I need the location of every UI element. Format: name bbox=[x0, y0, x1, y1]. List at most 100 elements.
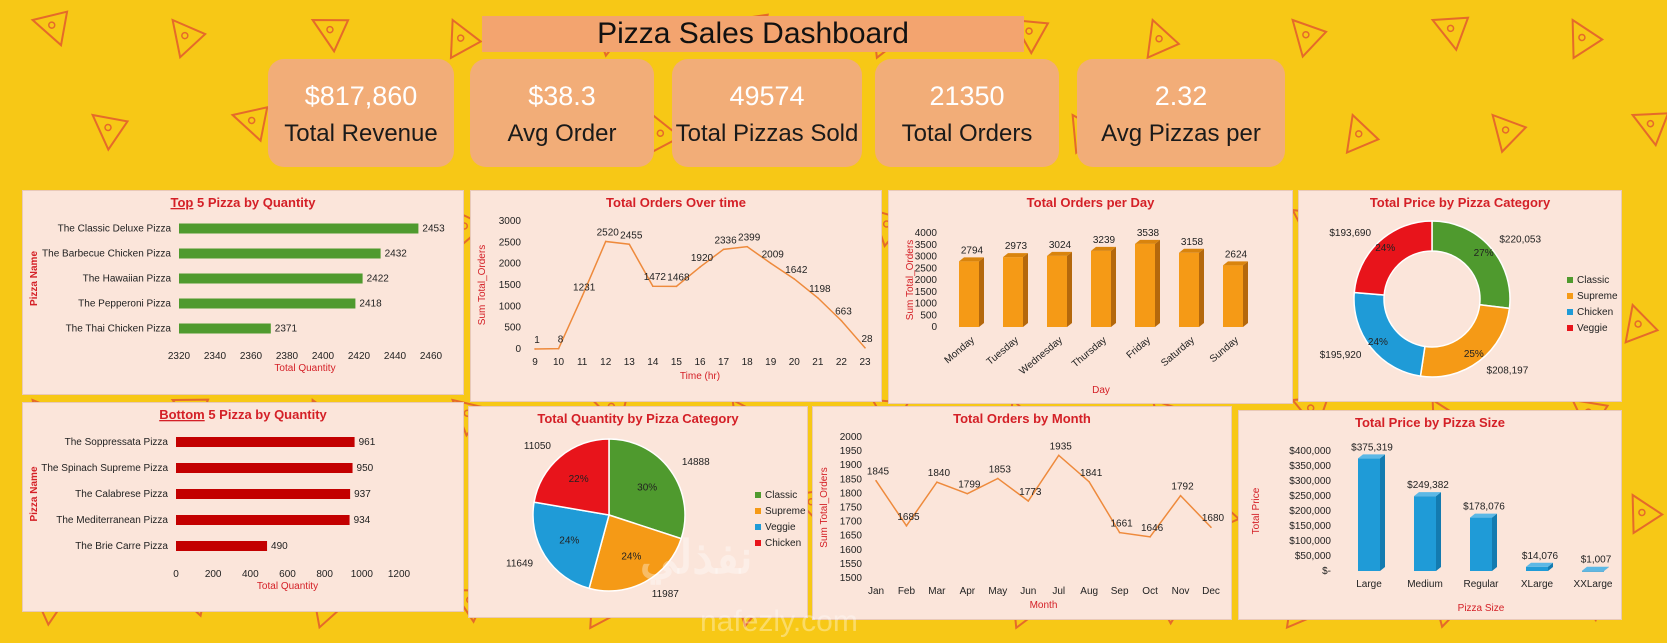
chart-title: Total Price by Pizza Size bbox=[1355, 415, 1505, 430]
pie-slice bbox=[588, 514, 683, 592]
bar-side bbox=[979, 257, 984, 327]
data-label: 1773 bbox=[1019, 487, 1042, 498]
pizza-slice-outline bbox=[30, 10, 69, 48]
data-point bbox=[581, 295, 583, 298]
y-axis-label: Total Price bbox=[1251, 487, 1262, 534]
x-tick-label: Sunday bbox=[1208, 335, 1241, 365]
bar bbox=[1091, 250, 1111, 327]
y-tick-label: $100,000 bbox=[1289, 536, 1331, 547]
x-tick-label: 0 bbox=[173, 569, 179, 580]
data-point bbox=[875, 479, 877, 482]
pie-value-label: 11050 bbox=[524, 441, 552, 452]
data-label: 1642 bbox=[785, 265, 808, 276]
x-tick-label: 21 bbox=[812, 357, 824, 368]
legend-swatch bbox=[755, 540, 761, 546]
y-tick-label: 0 bbox=[931, 322, 937, 333]
bar-category-label: The Soppressata Pizza bbox=[65, 437, 169, 448]
x-tick-label: 2440 bbox=[384, 351, 407, 362]
y-tick-label: $300,000 bbox=[1289, 476, 1331, 487]
pizza-topping bbox=[456, 34, 465, 42]
legend-swatch bbox=[755, 524, 761, 530]
pizza-slice-icon bbox=[230, 105, 269, 143]
bar-value-label: 3158 bbox=[1181, 237, 1204, 248]
bar-side bbox=[1023, 253, 1028, 327]
chart-title: Total Price by Pizza Category bbox=[1370, 195, 1551, 210]
pizza-slice-icon bbox=[449, 18, 483, 60]
pizza-topping bbox=[247, 116, 256, 125]
pizza-topping bbox=[48, 21, 56, 29]
x-tick-label: 1200 bbox=[388, 569, 411, 580]
bar-value-label: $249,382 bbox=[1407, 480, 1449, 491]
pie-value-label: $220,053 bbox=[1499, 234, 1541, 245]
pizza-slice-icon bbox=[1146, 17, 1181, 60]
pizza-slice-icon bbox=[1291, 18, 1328, 59]
chart-title-text: Total Orders per Day bbox=[1027, 195, 1155, 210]
pizza-topping bbox=[1302, 30, 1310, 39]
x-tick-label: 20 bbox=[789, 357, 801, 368]
pizza-slice-icon bbox=[1630, 112, 1667, 148]
data-label: 2455 bbox=[620, 230, 643, 241]
bar-value-label: $178,076 bbox=[1463, 502, 1505, 513]
bar-category-label: The Hawaiian Pizza bbox=[83, 274, 172, 285]
data-point bbox=[699, 266, 701, 268]
legend-label: Supreme bbox=[1577, 291, 1618, 302]
x-axis-label: Day bbox=[1092, 385, 1110, 396]
kpi-avg-pizzas-per: 2.32 Avg Pizzas per bbox=[1077, 59, 1285, 167]
bar-side bbox=[1155, 239, 1160, 327]
x-tick-label: Friday bbox=[1125, 335, 1153, 361]
pizza-topping bbox=[1638, 508, 1646, 517]
x-tick-label: Aug bbox=[1080, 586, 1098, 597]
pie-percent-label: 27% bbox=[1474, 248, 1494, 259]
bar-value-label: 950 bbox=[357, 463, 374, 474]
bar-value-label: 2624 bbox=[1225, 249, 1248, 260]
chart-title: Total Orders per Day bbox=[1027, 195, 1155, 210]
pizza-slice-outline bbox=[230, 105, 269, 143]
data-point bbox=[966, 492, 969, 495]
pizza-slice-icon bbox=[90, 113, 130, 152]
bar-top bbox=[1135, 239, 1160, 244]
x-tick-label: 10 bbox=[553, 357, 565, 368]
kpi-label: Total Pizzas Sold bbox=[675, 120, 859, 147]
bar bbox=[1526, 566, 1548, 571]
data-label: 1198 bbox=[809, 284, 831, 295]
x-tick-label: 2360 bbox=[240, 351, 263, 362]
pizza-topping bbox=[104, 123, 112, 132]
bar-top bbox=[1526, 562, 1553, 567]
bar-category-label: The Barbecue Chicken Pizza bbox=[42, 249, 171, 260]
pie-percent-label: 24% bbox=[559, 535, 579, 546]
chart-panel-top5: Top 5 Pizza by Quantity The Classic Delux… bbox=[22, 190, 464, 395]
bar-category-label: The Classic Deluxe Pizza bbox=[58, 224, 172, 235]
pie-slice bbox=[608, 438, 686, 540]
chart-panel-price-category: Total Price by Pizza Category 27% $220,053… bbox=[1298, 190, 1622, 402]
pizza-slice-icon bbox=[1571, 18, 1605, 60]
bar-side bbox=[1067, 251, 1072, 327]
bar bbox=[179, 223, 419, 234]
x-tick-label: Large bbox=[1356, 579, 1382, 590]
pie-slice bbox=[1431, 220, 1511, 310]
x-tick-label: Medium bbox=[1407, 579, 1443, 590]
x-tick-label: 2420 bbox=[348, 351, 371, 362]
data-label: 1799 bbox=[958, 480, 981, 491]
bar-top bbox=[1179, 248, 1204, 253]
legend-label: Veggie bbox=[765, 522, 796, 533]
data-label: 1685 bbox=[897, 512, 920, 523]
y-tick-label: $200,000 bbox=[1289, 506, 1331, 517]
bar bbox=[179, 248, 381, 259]
chart-title-text: 5 Pizza by Quantity bbox=[205, 407, 328, 422]
y-tick-label: $400,000 bbox=[1289, 446, 1331, 457]
bar bbox=[1582, 570, 1604, 572]
data-point bbox=[905, 525, 908, 527]
y-tick-label: 1850 bbox=[840, 474, 863, 485]
x-tick-label: 2460 bbox=[420, 351, 443, 362]
bar-category-label: The Pepperoni Pizza bbox=[78, 299, 171, 310]
x-tick-label: Thursday bbox=[1070, 335, 1109, 370]
pie-percent-label: 30% bbox=[637, 482, 657, 493]
x-tick-label: 400 bbox=[242, 569, 259, 580]
chart-title: Total Orders by Month bbox=[953, 411, 1091, 426]
x-tick-label: 200 bbox=[205, 569, 222, 580]
legend-label: Chicken bbox=[765, 538, 801, 549]
y-tick-label: 3000 bbox=[915, 252, 938, 263]
bar-category-label: The Calabrese Pizza bbox=[75, 489, 168, 500]
bar-side bbox=[1604, 566, 1609, 571]
kpi-avg-order: $38.3 Avg Order bbox=[470, 59, 654, 167]
